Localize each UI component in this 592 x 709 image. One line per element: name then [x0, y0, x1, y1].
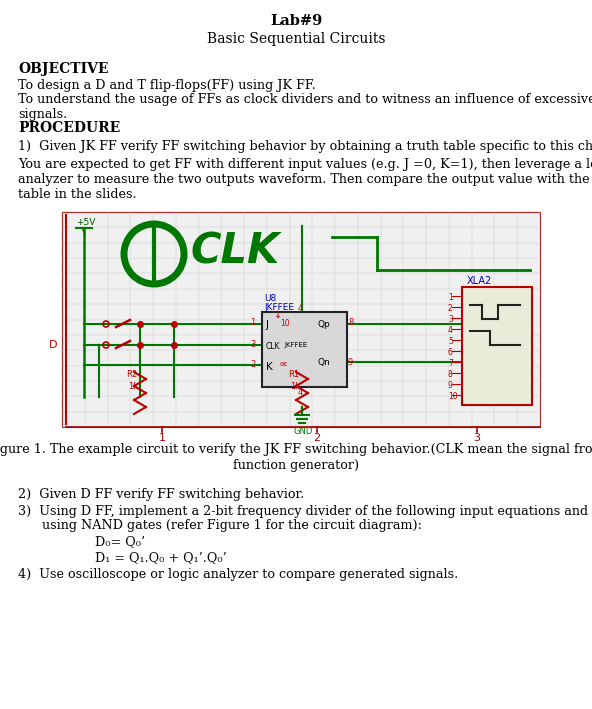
Text: +5V: +5V — [76, 218, 95, 227]
Text: 10: 10 — [280, 319, 289, 328]
Text: 1: 1 — [159, 433, 166, 443]
Text: Figure 1. The example circuit to verify the JK FF switching behavior.(CLK mean t: Figure 1. The example circuit to verify … — [0, 443, 592, 456]
Text: 4)  Use oscilloscope or logic analyzer to compare generated signals.: 4) Use oscilloscope or logic analyzer to… — [18, 568, 458, 581]
Text: CLK: CLK — [266, 342, 281, 351]
Text: OBJECTIVE: OBJECTIVE — [18, 62, 108, 76]
Text: R1: R1 — [288, 370, 299, 379]
Bar — [62, 212, 540, 427]
Text: using NAND gates (refer Figure 1 for the circuit diagram):: using NAND gates (refer Figure 1 for the… — [18, 519, 422, 532]
Text: 7: 7 — [448, 359, 453, 368]
Text: Qp: Qp — [317, 320, 330, 329]
Text: 3: 3 — [250, 340, 255, 349]
Text: αε: αε — [280, 361, 288, 367]
Text: Qn: Qn — [317, 358, 330, 367]
Text: Lab#9: Lab#9 — [270, 14, 322, 28]
Text: JKFFEE: JKFFEE — [284, 342, 307, 348]
Text: 1: 1 — [250, 318, 255, 327]
Text: 4: 4 — [297, 388, 303, 397]
Text: 4: 4 — [448, 326, 453, 335]
Text: D₀= Q₀’: D₀= Q₀’ — [95, 535, 145, 548]
Text: D: D — [49, 340, 57, 350]
Text: 2)  Given D FF verify FF switching behavior.: 2) Given D FF verify FF switching behavi… — [18, 488, 304, 501]
Text: 3: 3 — [474, 433, 481, 443]
Text: 2: 2 — [250, 360, 255, 369]
Text: 1k: 1k — [128, 382, 138, 391]
Text: GND: GND — [294, 427, 313, 436]
Text: 10: 10 — [448, 392, 458, 401]
Text: J: J — [266, 320, 269, 330]
Text: 8: 8 — [448, 370, 453, 379]
Text: K: K — [266, 362, 273, 372]
Text: 8: 8 — [348, 318, 353, 327]
Text: To design a D and T flip-flops(FF) using JK FF.: To design a D and T flip-flops(FF) using… — [18, 79, 316, 92]
Bar — [262, 312, 347, 387]
Text: 4: 4 — [297, 304, 303, 313]
Text: 6: 6 — [448, 348, 453, 357]
Text: JKFFEE: JKFFEE — [264, 303, 294, 312]
Text: To understand the usage of FFs as clock dividers and to witness an influence of : To understand the usage of FFs as clock … — [18, 93, 592, 121]
Text: 1: 1 — [448, 293, 453, 302]
Text: 1)  Given JK FF verify FF switching behavior by obtaining a truth table specific: 1) Given JK FF verify FF switching behav… — [18, 140, 592, 153]
Text: Basic Sequential Circuits: Basic Sequential Circuits — [207, 32, 385, 46]
Text: ↓: ↓ — [274, 310, 282, 320]
Text: D₁ = Q₁.Q₀ + Q₁’.Q₀’: D₁ = Q₁.Q₀ + Q₁’.Q₀’ — [95, 551, 227, 564]
Bar — [462, 287, 532, 405]
Text: PROCEDURE: PROCEDURE — [18, 121, 120, 135]
Text: 3)  Using D FF, implement a 2-bit frequency divider of the following input equat: 3) Using D FF, implement a 2-bit frequen… — [18, 505, 588, 518]
Text: U8: U8 — [264, 294, 276, 303]
Text: XLA2: XLA2 — [467, 276, 493, 286]
Text: 2: 2 — [313, 433, 320, 443]
Text: CLK: CLK — [190, 230, 279, 272]
Text: 3: 3 — [448, 315, 453, 324]
Text: function generator): function generator) — [233, 459, 359, 472]
Text: You are expected to get FF with different input values (e.g. J =0, K=1), then le: You are expected to get FF with differen… — [18, 158, 592, 201]
Text: 5: 5 — [448, 337, 453, 346]
Text: 9: 9 — [448, 381, 453, 390]
Text: 9: 9 — [348, 358, 353, 367]
Text: 2: 2 — [448, 304, 453, 313]
Text: 1k: 1k — [290, 382, 300, 391]
Text: R2: R2 — [126, 370, 137, 379]
